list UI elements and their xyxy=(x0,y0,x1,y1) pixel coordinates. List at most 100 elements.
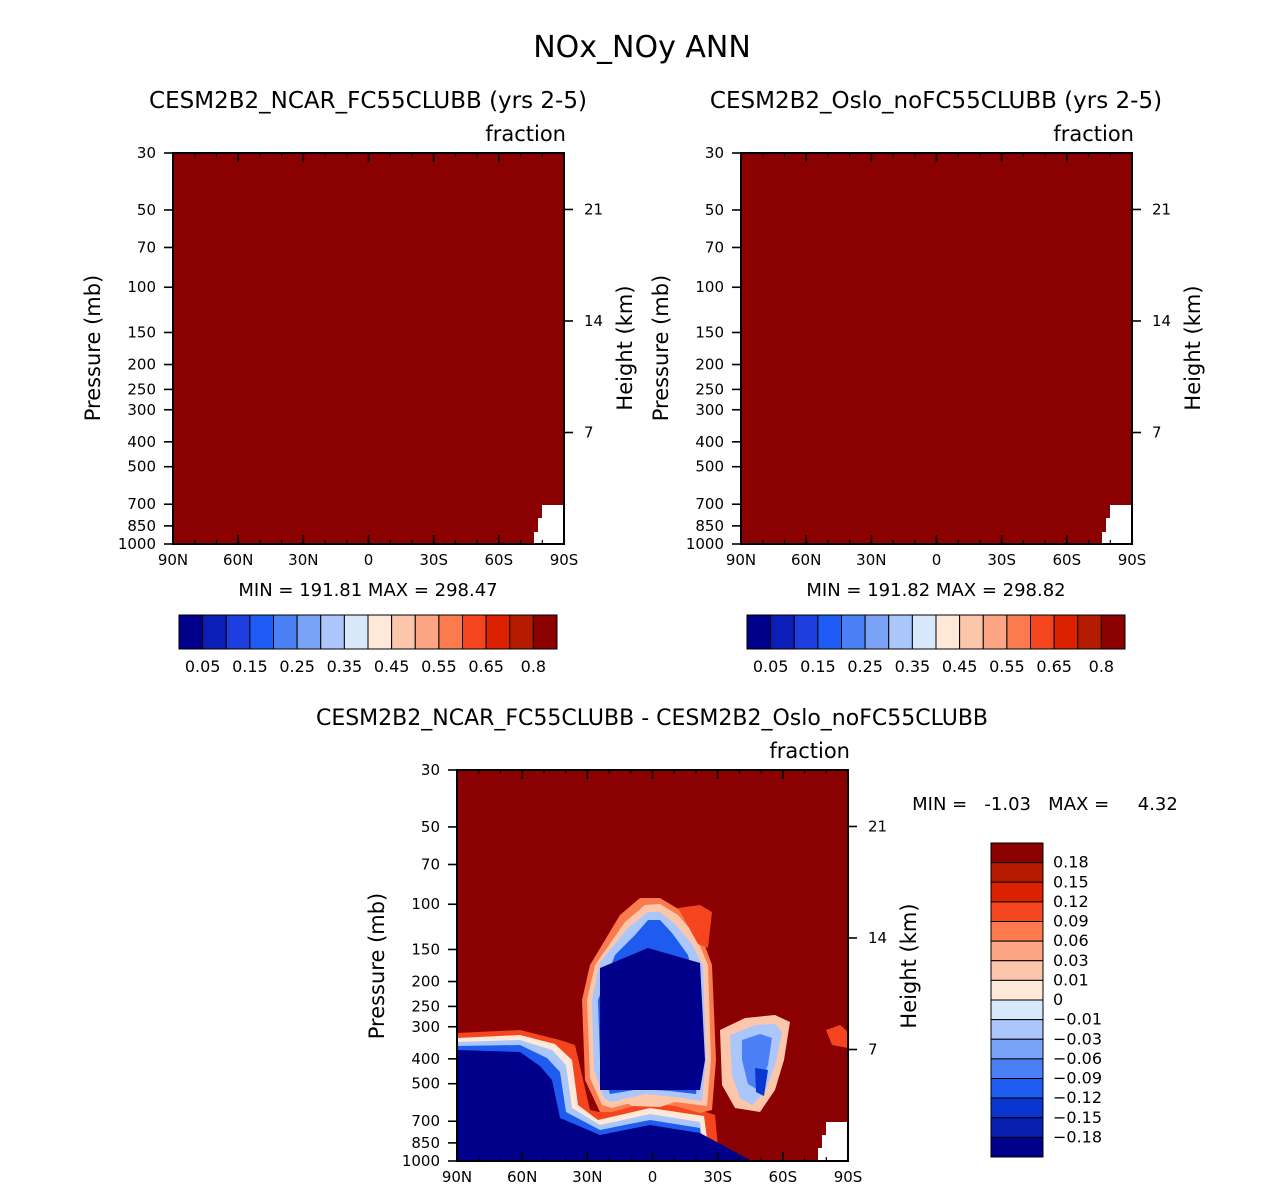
colorbar-swatch xyxy=(1100,614,1126,650)
colorbar-swatch xyxy=(990,862,1044,883)
colorbar-swatch xyxy=(990,979,1044,1001)
panel-ncar-axes: 90N 60N 30N 0 30S 60S 90S 30 50 70 100 150 200 250 300… xyxy=(118,144,603,569)
page-title: NOx_NOy ANN xyxy=(533,30,751,65)
colorbar-swatch xyxy=(959,614,984,650)
y-tick-label: 150 xyxy=(127,323,156,341)
colorbar-label: 0.45 xyxy=(374,657,410,676)
colorbar-swatch xyxy=(864,614,890,650)
colorbar-label: 0.65 xyxy=(468,657,504,676)
panel-oslo-ylabel: Pressure (mb) xyxy=(649,275,673,422)
diff-halo-south-edge xyxy=(826,1025,848,1048)
panel-oslo-axes: 90N 60N 30N 0 30S 60S 90S 30 50 70 100 150 200 250 300… xyxy=(686,144,1171,569)
panel-oslo-missing-region xyxy=(1102,505,1132,544)
panel-oslo-ylabel-right: Height (km) xyxy=(1181,285,1205,410)
colorbar-label: 0.35 xyxy=(327,657,363,676)
y-tick-label: 70 xyxy=(705,238,724,256)
colorbar-label: 0.15 xyxy=(232,657,268,676)
x-tick-label: 90N xyxy=(158,551,188,569)
y-tick-label: 400 xyxy=(695,433,724,451)
x-tick-label: 30S xyxy=(987,551,1016,569)
x-tick-label: 60S xyxy=(1053,551,1082,569)
panel-diff-stats: MIN = -1.03 MAX = 4.32 xyxy=(912,794,1178,815)
colorbar-label: 0.65 xyxy=(1036,657,1072,676)
colorbar-swatch xyxy=(178,614,204,650)
y-tick-label: 100 xyxy=(695,278,724,296)
panel-diff-title: CESM2B2_NCAR_FC55CLUBB - CESM2B2_Oslo_no… xyxy=(316,706,988,731)
colorbar-swatch xyxy=(343,614,369,650)
panel-oslo-colorbar: 0.05 0.15 0.25 0.35 0.45 0.55 0.65 0.8 xyxy=(746,614,1126,676)
y-tick-label: 30 xyxy=(137,144,156,162)
panel-ncar-ylabel-right: Height (km) xyxy=(613,285,637,410)
diff-positive-tongue xyxy=(620,1096,675,1107)
colorbar-swatch xyxy=(990,940,1044,962)
colorbar-swatch xyxy=(746,614,772,650)
colorbar-label: −0.12 xyxy=(1053,1088,1102,1107)
colorbar-swatch xyxy=(990,1097,1044,1119)
y-tick-label: 150 xyxy=(411,940,440,958)
panel-oslo-units: fraction xyxy=(1053,122,1134,146)
height-tick-label: 7 xyxy=(1152,423,1162,441)
y-tick-label: 300 xyxy=(695,401,724,419)
colorbar-swatch xyxy=(273,614,298,650)
y-tick-label: 500 xyxy=(127,458,156,476)
colorbar-label: 0.25 xyxy=(279,657,315,676)
colorbar-swatch xyxy=(1006,614,1031,650)
panel-diff-axes: 90N 60N 30N 0 30S 60S 90S 30 50 70 100 150 200 250 300… xyxy=(402,761,887,1186)
height-tick-label: 21 xyxy=(584,200,603,218)
diff-missing-region xyxy=(818,1122,848,1161)
y-tick-label: 400 xyxy=(127,433,156,451)
y-tick-label: 200 xyxy=(127,356,156,374)
panel-diff-ylabel: Pressure (mb) xyxy=(365,893,389,1040)
colorbar-swatch xyxy=(990,921,1044,942)
colorbar-label: 0.01 xyxy=(1053,970,1089,989)
panel-oslo-field-fill xyxy=(741,153,1132,544)
y-tick-label: 30 xyxy=(705,144,724,162)
y-tick-label: 30 xyxy=(421,761,440,779)
panel-oslo: CESM2B2_Oslo_noFC55CLUBB (yrs 2-5) fract… xyxy=(649,88,1205,676)
y-tick-label: 700 xyxy=(411,1112,440,1130)
colorbar-label: 0.06 xyxy=(1053,931,1089,950)
colorbar-swatch xyxy=(793,614,819,650)
panel-oslo-stats: MIN = 191.82 MAX = 298.82 xyxy=(806,580,1065,601)
colorbar-label: 0.18 xyxy=(1053,853,1089,872)
colorbar-swatch xyxy=(990,842,1044,864)
colorbar-label: −0.06 xyxy=(1053,1049,1102,1068)
colorbar-swatch xyxy=(462,614,487,650)
colorbar-swatch xyxy=(982,614,1008,650)
colorbar-swatch xyxy=(990,960,1044,981)
y-tick-label: 100 xyxy=(127,278,156,296)
x-tick-label: 60N xyxy=(507,1168,537,1186)
colorbar-swatch xyxy=(990,1136,1044,1158)
height-tick-label: 7 xyxy=(584,423,594,441)
panel-ncar-colorbar: 0.05 0.15 0.25 0.35 0.45 0.55 0.65 0.8 xyxy=(178,614,558,676)
colorbar-swatch xyxy=(532,614,558,650)
colorbar-swatch xyxy=(990,999,1044,1021)
y-tick-label: 250 xyxy=(695,380,724,398)
height-tick-label: 14 xyxy=(868,929,887,947)
colorbar-label: 0.15 xyxy=(1053,872,1089,891)
x-tick-label: 0 xyxy=(364,551,374,569)
colorbar-label: 0.05 xyxy=(753,657,789,676)
colorbar-label: 0.03 xyxy=(1053,951,1089,970)
colorbar-label: −0.03 xyxy=(1053,1029,1102,1048)
y-tick-label: 50 xyxy=(137,201,156,219)
x-tick-label: 60S xyxy=(485,551,514,569)
y-tick-label: 1000 xyxy=(118,535,156,553)
x-tick-label: 0 xyxy=(648,1168,658,1186)
colorbar-swatch xyxy=(990,1058,1044,1079)
x-tick-label: 30N xyxy=(572,1168,602,1186)
colorbar-swatch xyxy=(1030,614,1055,650)
x-tick-label: 30N xyxy=(856,551,886,569)
x-tick-label: 60N xyxy=(223,551,253,569)
colorbar-label: 0.15 xyxy=(800,657,836,676)
y-tick-label: 850 xyxy=(127,517,156,535)
colorbar-label: −0.09 xyxy=(1053,1069,1102,1088)
y-tick-label: 100 xyxy=(411,895,440,913)
colorbar-label: −0.18 xyxy=(1053,1127,1102,1146)
diff-negative-south-mid xyxy=(742,1034,772,1090)
colorbar-label: 0.55 xyxy=(421,657,457,676)
x-tick-label: 90N xyxy=(726,551,756,569)
y-tick-label: 70 xyxy=(137,238,156,256)
colorbar-label: 0.8 xyxy=(521,657,546,676)
